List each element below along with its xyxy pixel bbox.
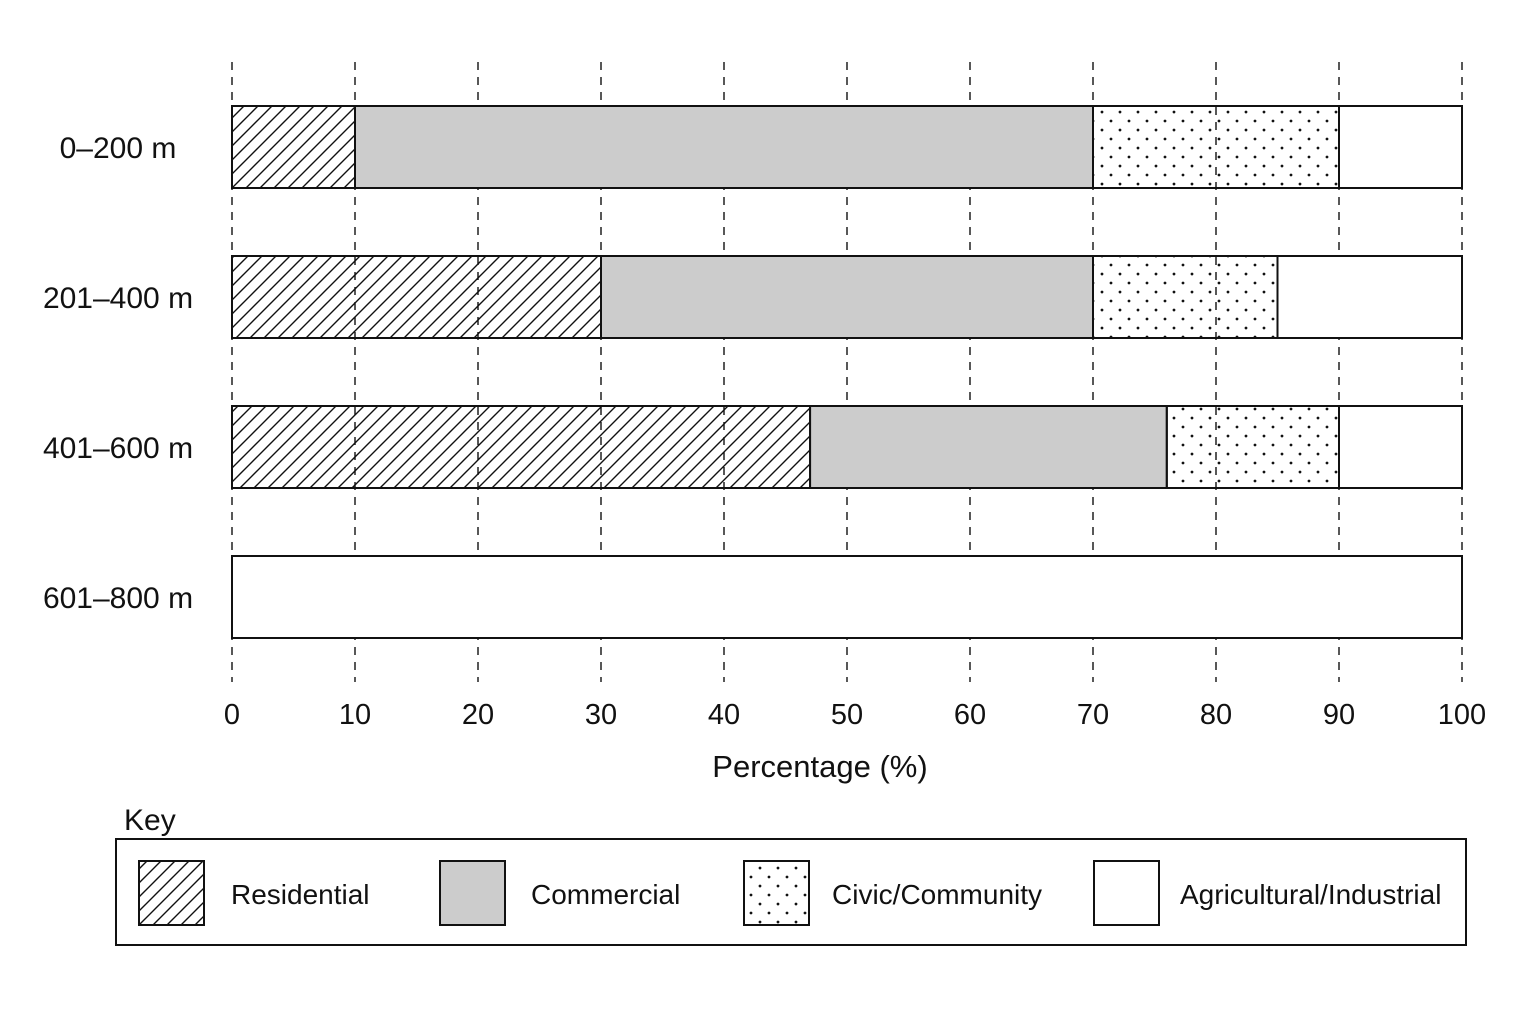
bar-segment-agricultural-industrial <box>231 555 1463 639</box>
x-tick-label: 40 <box>708 699 740 731</box>
category-label: 601–800 m <box>43 582 193 615</box>
bar-segment-civic-community <box>1165 405 1341 489</box>
bar-segment-commercial <box>354 105 1094 189</box>
legend-label: Commercial <box>531 879 680 910</box>
x-tick-label: 80 <box>1200 699 1232 731</box>
legend-swatch <box>439 860 506 926</box>
x-axis-title: Percentage (%) <box>712 749 927 784</box>
x-tick-label: 60 <box>954 699 986 731</box>
category-label: 0–200 m <box>60 132 177 165</box>
x-tick-labels: 0 10 20 30 40 50 60 70 80 90 100 <box>224 699 1486 731</box>
x-tick-label: 100 <box>1438 699 1486 731</box>
bar-segment-residential <box>231 255 602 339</box>
bar-segment-residential <box>231 405 812 489</box>
x-tick-label: 70 <box>1077 699 1109 731</box>
bar-segment-residential <box>231 105 356 189</box>
legend-swatch <box>743 860 810 926</box>
x-tick-label: 10 <box>339 699 371 731</box>
x-tick-label: 20 <box>462 699 494 731</box>
legend-box <box>115 838 1467 946</box>
x-tick-label: 90 <box>1323 699 1355 731</box>
category-label: 401–600 m <box>43 432 193 465</box>
bar-segment-agricultural-industrial <box>1338 405 1463 489</box>
bar-segment-civic-community <box>1092 255 1279 339</box>
legend-swatch <box>138 860 205 926</box>
legend-title: Key <box>124 804 176 837</box>
bar-segment-civic-community <box>1092 105 1340 189</box>
bar-segment-commercial <box>809 405 1168 489</box>
legend-swatch <box>1093 860 1160 926</box>
legend-label: Residential <box>231 879 370 910</box>
bars-group <box>231 105 1463 639</box>
legend-label: Civic/Community <box>832 879 1042 910</box>
category-label: 201–400 m <box>43 282 193 315</box>
category-labels: 0–200 m 201–400 m 401–600 m 601–800 m <box>43 132 193 615</box>
legend-label: Agricultural/Industrial <box>1180 879 1441 910</box>
x-tick-label: 50 <box>831 699 863 731</box>
x-tick-label: 0 <box>224 699 240 731</box>
bar-segment-agricultural-industrial <box>1276 255 1463 339</box>
bar-segment-commercial <box>600 255 1094 339</box>
bar-segment-agricultural-industrial <box>1338 105 1463 189</box>
legend: Residential Commercial Civic/Community Agri… <box>138 860 1441 926</box>
x-tick-label: 30 <box>585 699 617 731</box>
